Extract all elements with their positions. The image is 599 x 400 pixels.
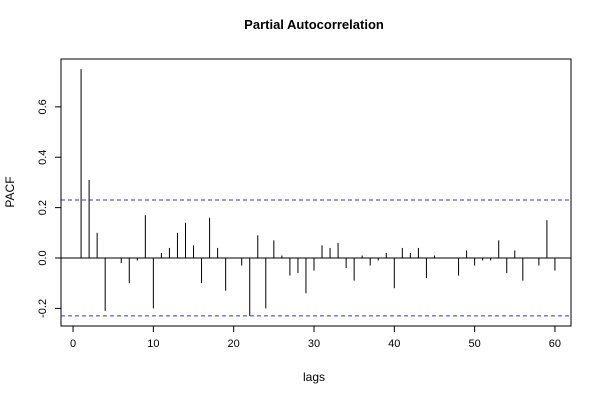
- pacf-bars: [80, 69, 556, 316]
- y-axis: -0.2 0.0 0.2 0.4 0.6: [37, 99, 62, 318]
- x-tick-label: 10: [147, 338, 159, 350]
- x-tick-label: 40: [388, 338, 400, 350]
- y-tick-label: 0.6: [37, 99, 49, 114]
- x-axis: 0 10 20 30 40 50 60: [70, 325, 561, 350]
- x-axis-label: lags: [303, 370, 325, 384]
- y-tick-label: 0.4: [37, 150, 49, 165]
- y-tick-label: 0.0: [37, 250, 49, 265]
- x-tick-label: 0: [70, 338, 76, 350]
- y-tick-label: -0.2: [37, 299, 49, 318]
- x-tick-label: 20: [228, 338, 240, 350]
- y-axis-label: PACF: [3, 176, 17, 207]
- x-tick-label: 50: [468, 338, 480, 350]
- confidence-bounds: [61, 199, 571, 317]
- chart-title: Partial Autocorrelation: [244, 17, 384, 32]
- y-tick-label: 0.2: [37, 200, 49, 215]
- x-tick-label: 30: [308, 338, 320, 350]
- x-tick-label: 60: [549, 338, 561, 350]
- plot-frame: [60, 58, 572, 327]
